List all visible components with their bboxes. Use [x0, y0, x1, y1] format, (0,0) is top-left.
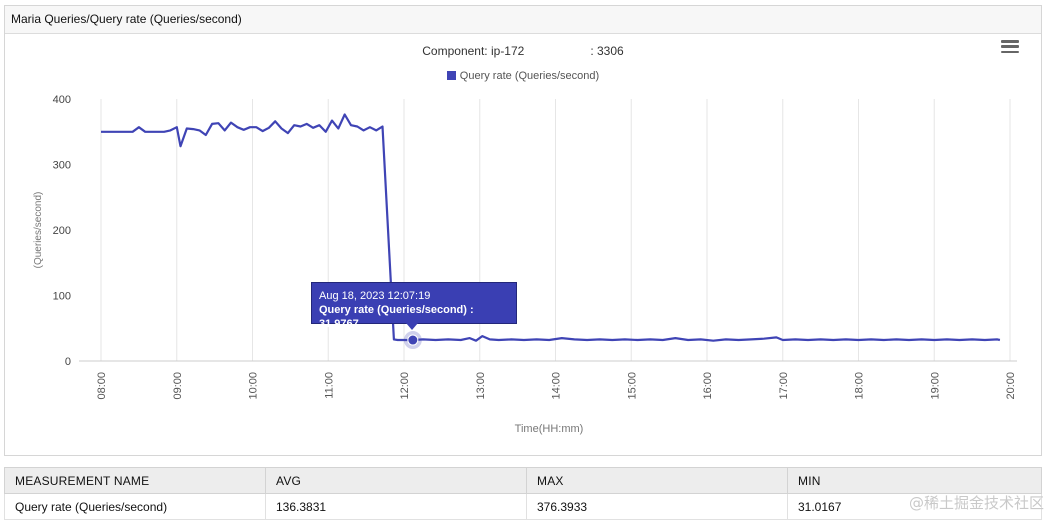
x-tick-label: 16:00 — [702, 372, 714, 400]
hamburger-menu-icon[interactable] — [1001, 40, 1019, 54]
x-tick-label: 10:00 — [248, 372, 260, 400]
cell-avg: 136.3831 — [265, 493, 527, 520]
tooltip-value: Query rate (Queries/second) : 31.9767 — [319, 304, 474, 330]
x-axis-label: Time(HH:mm) — [515, 423, 584, 435]
line-chart: 08:00 09:00 10:00 11:00 12:00 13:00 14:00 15:00… — [33, 94, 1017, 435]
cell-measurement-name: Query rate (Queries/second) — [4, 493, 266, 520]
x-tick-label: 12:00 — [399, 372, 411, 400]
header-min[interactable]: MIN — [787, 467, 1042, 494]
x-tick-label: 11:00 — [323, 372, 335, 399]
panel-title: Maria Queries/Query rate (Queries/second… — [5, 6, 1041, 34]
x-tick-label: 15:00 — [626, 372, 638, 400]
summary-table: MEASUREMENT NAME AVG MAX MIN Query rate … — [4, 467, 1042, 520]
x-tick-label: 20:00 — [1005, 372, 1017, 400]
header-measurement-name[interactable]: MEASUREMENT NAME — [4, 467, 266, 494]
header-max[interactable]: MAX — [526, 467, 788, 494]
legend-swatch — [446, 71, 456, 80]
x-tick-label: 14:00 — [551, 372, 563, 400]
tooltip-arrow — [406, 323, 418, 330]
highlight-point — [407, 334, 419, 346]
header-avg[interactable]: AVG — [265, 467, 527, 494]
chart-legend[interactable]: Query rate (Queries/second) — [5, 70, 1041, 82]
x-tick-label: 17:00 — [778, 372, 790, 400]
y-tick-label: 100 — [53, 291, 71, 303]
x-tick-label: 19:00 — [929, 372, 941, 400]
subtitle-suffix: : 3306 — [590, 44, 624, 58]
series-line — [101, 113, 1001, 342]
y-tick-label: 0 — [65, 356, 71, 368]
y-axis-label: (Queries/second) — [33, 192, 44, 269]
x-tick-label: 18:00 — [854, 372, 866, 400]
table-row: Query rate (Queries/second) 136.3831 376… — [4, 493, 1042, 520]
subtitle-prefix: Component: ip-172 — [422, 44, 525, 58]
table-header-row: MEASUREMENT NAME AVG MAX MIN — [4, 467, 1042, 494]
x-tick-label: 09:00 — [172, 372, 184, 400]
tooltip-time: Aug 18, 2023 12:07:19 — [319, 290, 431, 302]
chart-tooltip: Aug 18, 2023 12:07:19 Query rate (Querie… — [311, 282, 517, 330]
legend-label: Query rate (Queries/second) — [459, 70, 600, 82]
x-tick-label: 13:00 — [475, 372, 487, 400]
cell-max: 376.3933 — [526, 493, 788, 520]
watermark-text: @稀土掘金技术社区 — [908, 494, 1044, 512]
y-tick-label: 400 — [53, 94, 71, 106]
y-tick-label: 300 — [53, 160, 71, 172]
cell-min: 31.0167 — [787, 493, 1042, 520]
chart-subtitle: Component: ip-172 : 3306 — [5, 44, 1041, 58]
y-tick-label: 200 — [53, 225, 71, 237]
x-tick-label: 08:00 — [96, 372, 108, 400]
